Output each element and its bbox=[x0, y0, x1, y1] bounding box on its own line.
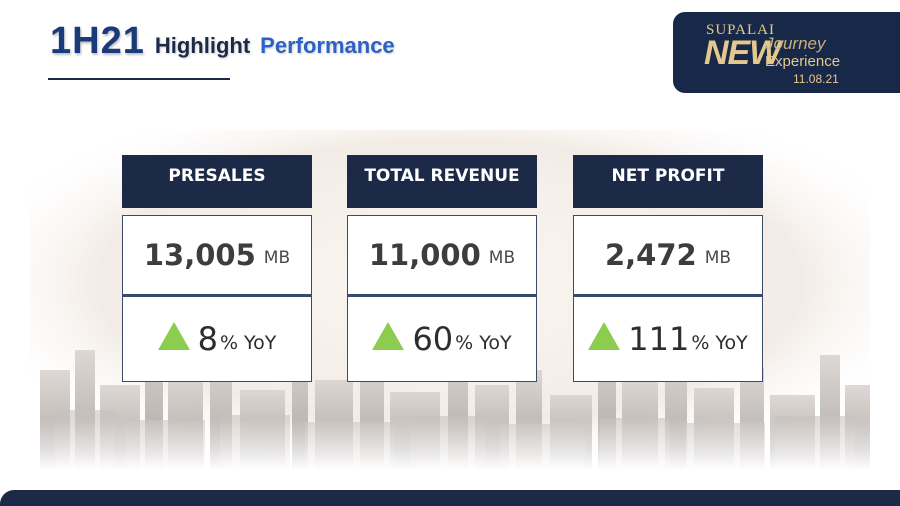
kpi-unit: MB bbox=[263, 248, 291, 268]
kpi-value-box: 11,000 MB bbox=[347, 215, 537, 295]
kpi-card-title: PRESALES bbox=[122, 155, 312, 208]
kpi-growth-value: 60 bbox=[412, 320, 454, 358]
kpi-unit: MB bbox=[704, 248, 732, 268]
kpi-card-total-revenue: TOTAL REVENUE 11,000 MB 60 % YoY bbox=[347, 155, 537, 382]
kpi-growth-box: 8 % YoY bbox=[122, 295, 312, 382]
kpi-growth-box: 111 % YoY bbox=[573, 295, 763, 382]
kpi-growth-value: 111 bbox=[628, 320, 690, 358]
kpi-growth-box: 60 % YoY bbox=[347, 295, 537, 382]
title-period: 1H21 bbox=[50, 20, 145, 62]
kpi-growth-suffix: % YoY bbox=[691, 332, 748, 354]
kpi-value-box: 13,005 MB bbox=[122, 215, 312, 295]
kpi-card-net-profit: NET PROFIT 2,472 MB 111 % YoY bbox=[573, 155, 763, 382]
triangle-up-icon bbox=[157, 322, 190, 350]
triangle-up-icon bbox=[588, 322, 621, 350]
page-title: 1H21 Highlight Performance bbox=[50, 20, 395, 70]
kpi-value: 11,000 bbox=[368, 238, 481, 272]
kpi-card-title: TOTAL REVENUE bbox=[347, 155, 537, 208]
logo-brand: SUPALAI bbox=[706, 22, 775, 38]
kpi-value: 13,005 bbox=[143, 238, 256, 272]
event-logo: SUPALAI NEW Journey Experience 11.08.21 bbox=[673, 12, 900, 93]
kpi-unit: MB bbox=[488, 248, 516, 268]
kpi-value: 2,472 bbox=[604, 238, 697, 272]
triangle-up-icon bbox=[372, 322, 405, 350]
kpi-card-presales: PRESALES 13,005 MB 8 % YoY bbox=[122, 155, 312, 382]
title-performance: Performance bbox=[260, 33, 395, 58]
kpi-growth-suffix: % YoY bbox=[455, 332, 512, 354]
title-highlight: Highlight bbox=[154, 33, 251, 58]
logo-experience: Experience bbox=[765, 53, 841, 70]
logo-journey: Journey bbox=[765, 34, 826, 53]
logo-new: NEW bbox=[704, 34, 781, 72]
title-underline bbox=[48, 78, 230, 80]
kpi-growth-value: 8 bbox=[197, 320, 218, 358]
kpi-growth-suffix: % YoY bbox=[219, 332, 277, 354]
footer-bar bbox=[0, 490, 900, 506]
logo-date: 11.08.21 bbox=[793, 72, 839, 86]
kpi-card-title: NET PROFIT bbox=[573, 155, 763, 208]
kpi-value-box: 2,472 MB bbox=[573, 215, 763, 295]
